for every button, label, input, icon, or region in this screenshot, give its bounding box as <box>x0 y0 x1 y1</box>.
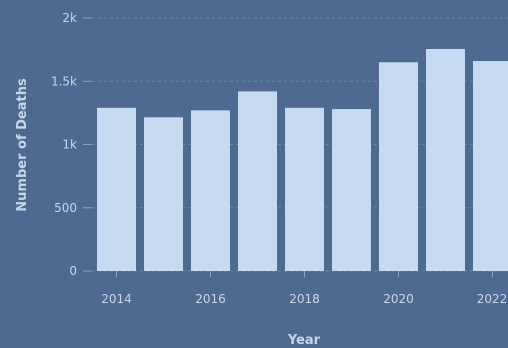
bar-2018 <box>285 107 324 271</box>
y-tick-label: 0 <box>69 264 77 278</box>
bar-2021 <box>426 48 465 272</box>
x-axis-ticks: 2014 2016 2018 2020 2022 <box>101 271 507 306</box>
bars <box>97 48 508 272</box>
bar-2015 <box>144 117 183 272</box>
bar-2020 <box>379 62 418 272</box>
y-axis-label: Number of Deaths <box>15 78 30 212</box>
x-tick-label: 2014 <box>101 292 132 306</box>
y-tick-label: 1k <box>62 138 77 152</box>
bar-2019 <box>332 109 371 271</box>
y-axis-ticks: 0 500 1k 1.5k 2k <box>51 11 92 278</box>
x-tick-label: 2020 <box>383 292 414 306</box>
x-tick-label: 2016 <box>195 292 226 306</box>
x-tick-label: 2022 <box>477 292 508 306</box>
bar-2016 <box>191 110 230 271</box>
bar-2022 <box>473 61 508 272</box>
bar-2017 <box>238 91 277 272</box>
y-tick-label: 500 <box>54 201 77 215</box>
x-axis-label: Year <box>287 333 321 348</box>
x-tick-label: 2018 <box>289 292 320 306</box>
y-tick-label: 1.5k <box>51 74 77 88</box>
bar-2014 <box>97 107 136 271</box>
y-tick-label: 2k <box>62 11 77 25</box>
